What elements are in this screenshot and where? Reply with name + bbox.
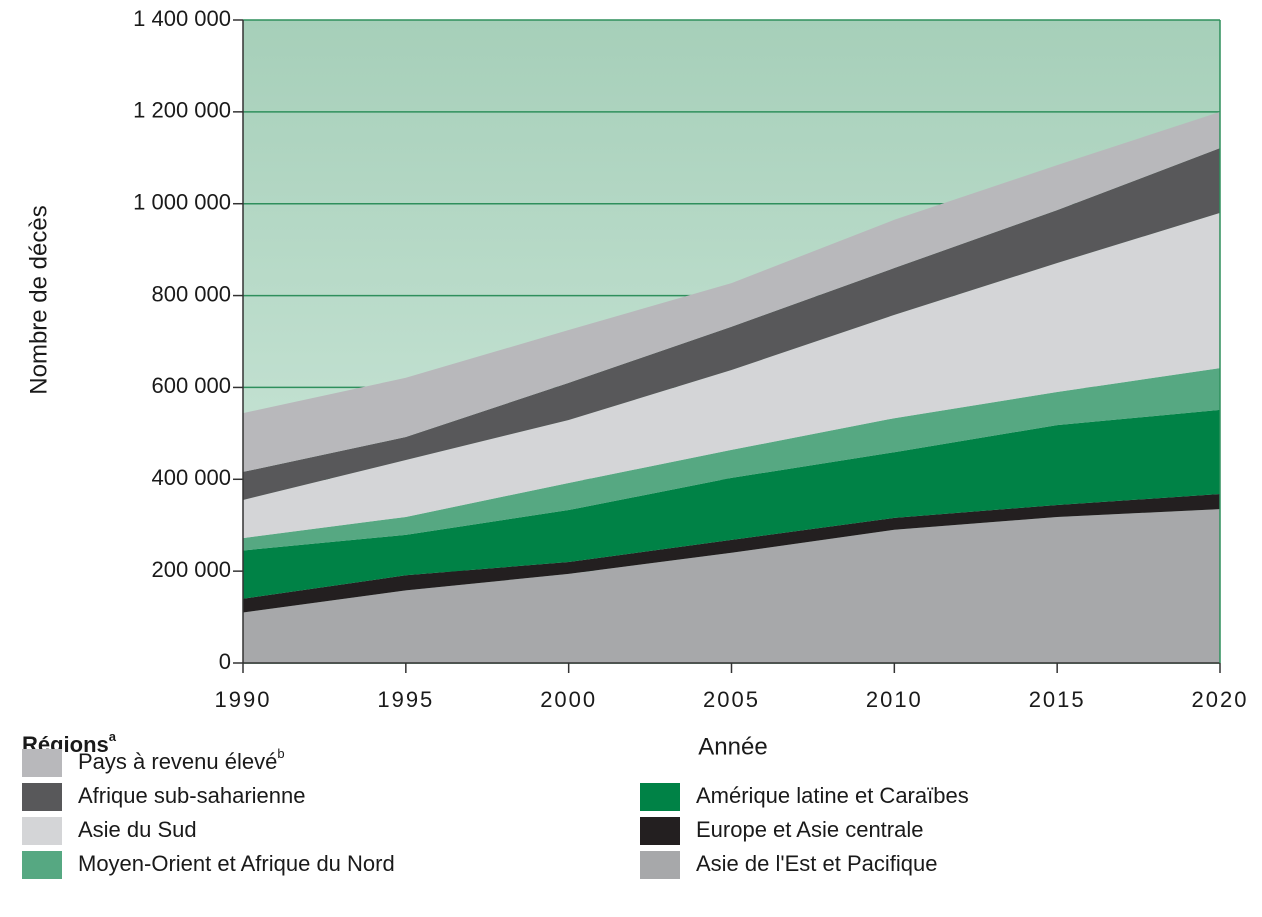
- legend-label-text: Amérique latine et Caraïbes: [696, 783, 969, 808]
- legend-title-note: a: [109, 729, 117, 744]
- legend-label-text: Asie de l'Est et Pacifique: [696, 851, 937, 876]
- legend-swatch: [22, 749, 62, 777]
- x-tick-label: 1990: [215, 687, 272, 712]
- legend-swatch: [640, 851, 680, 879]
- area: [243, 509, 1220, 663]
- legend-label-text: Asie du Sud: [78, 817, 197, 842]
- area: [243, 212, 1220, 539]
- y-tick-label: 1 200 000: [133, 98, 231, 123]
- y-tick-label: 200 000: [151, 557, 231, 582]
- legend-label: Europe et Asie centrale: [696, 817, 923, 842]
- y-tick-label: 600 000: [151, 373, 231, 398]
- y-tick-label: 1 400 000: [133, 6, 231, 31]
- legend-label: Moyen-Orient et Afrique du Nord: [78, 851, 395, 876]
- x-axis-title: Année: [698, 733, 767, 760]
- x-tick-label: 2005: [703, 687, 760, 712]
- legend-label: Amérique latine et Caraïbes: [696, 783, 969, 808]
- x-tick-label: 2020: [1192, 687, 1249, 712]
- legend-label: Asie de l'Est et Pacifique: [696, 851, 937, 876]
- legend-label-note: b: [277, 746, 284, 761]
- legend-label-text: Moyen-Orient et Afrique du Nord: [78, 851, 395, 876]
- legend-swatch: [22, 783, 62, 811]
- x-tick-label: 2010: [866, 687, 923, 712]
- legend-label-text: Europe et Asie centrale: [696, 817, 923, 842]
- legend-swatch: [640, 817, 680, 845]
- area: [243, 111, 1220, 472]
- area: [243, 493, 1220, 613]
- y-tick-label: 800 000: [151, 281, 231, 306]
- x-tick-label: 1995: [377, 687, 434, 712]
- x-tick-label: 2000: [540, 687, 597, 712]
- legend-swatch: [22, 851, 62, 879]
- x-tick-label: 2015: [1029, 687, 1086, 712]
- y-tick-label: 0: [219, 649, 231, 674]
- legend-label-text: Afrique sub-saharienne: [78, 783, 305, 808]
- y-tick-label: 400 000: [151, 465, 231, 490]
- legend-label: Asie du Sud: [78, 817, 197, 842]
- legend-label: Pays à revenu élevéb: [78, 746, 285, 773]
- area: [243, 368, 1220, 551]
- legend-swatch: [22, 817, 62, 845]
- legend-label-text: Pays à revenu élevé: [78, 749, 277, 774]
- area: [243, 409, 1220, 599]
- legend-label: Afrique sub-saharienne: [78, 783, 305, 808]
- area: [243, 148, 1220, 500]
- y-axis-title: Nombre de décès: [25, 205, 52, 394]
- legend-swatch: [640, 783, 680, 811]
- y-tick-label: 1 000 000: [133, 190, 231, 215]
